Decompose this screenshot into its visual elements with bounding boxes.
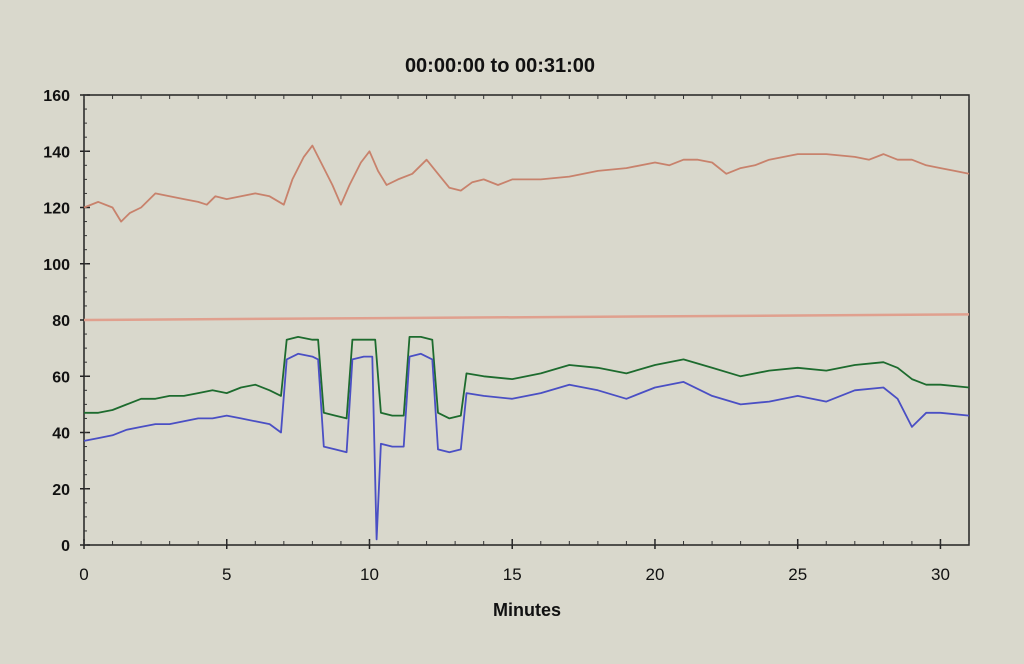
y-tick-label: 40 bbox=[52, 426, 70, 443]
series-line-3 bbox=[84, 335, 970, 420]
y-tick-label: 120 bbox=[43, 201, 70, 218]
x-tick-label: 10 bbox=[360, 565, 379, 584]
series-line-1 bbox=[83, 144, 970, 223]
y-tick-label: 160 bbox=[43, 88, 70, 105]
x-tick-label: 15 bbox=[503, 565, 522, 584]
x-axis-label: Minutes bbox=[493, 600, 561, 620]
y-tick-label: 20 bbox=[52, 482, 70, 499]
x-tick-label: 0 bbox=[79, 565, 88, 584]
x-axis: 0 5 10 15 20 25 30 bbox=[79, 95, 970, 584]
y-tick-label: 140 bbox=[43, 144, 70, 161]
series-line-4 bbox=[83, 352, 970, 541]
y-tick-label: 60 bbox=[52, 369, 70, 386]
x-tick-label: 5 bbox=[222, 565, 231, 584]
x-tick-label: 25 bbox=[788, 565, 807, 584]
y-tick-label: 80 bbox=[52, 313, 70, 330]
x-tick-label: 20 bbox=[646, 565, 665, 584]
x-tick-label: 30 bbox=[931, 565, 950, 584]
series-lines bbox=[83, 144, 970, 541]
y-tick-label: 0 bbox=[61, 538, 70, 555]
chart-title: 00:00:00 to 00:31:00 bbox=[405, 55, 595, 77]
y-axis: 0 20 40 60 80 100 120 140 160 bbox=[43, 88, 90, 555]
y-tick-label: 100 bbox=[43, 257, 70, 274]
series-line-2 bbox=[83, 313, 970, 322]
